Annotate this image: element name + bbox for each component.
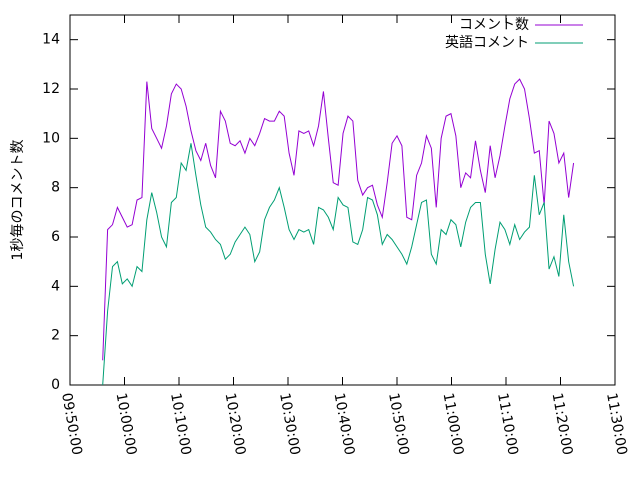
x-tick-label: 11:10:00 [494,392,521,457]
x-tick-label: 10:10:00 [167,392,194,457]
series-line [102,78,575,361]
y-tick-label: 12 [42,81,60,97]
y-tick-label: 14 [42,32,60,48]
y-tick-label: 8 [51,180,60,196]
y-tick-label: 2 [51,328,60,344]
series-line [102,143,575,386]
x-tick-label: 10:30:00 [276,392,303,457]
x-tick-label: 10:40:00 [331,392,358,457]
x-tick-label: 11:30:00 [603,392,630,457]
x-tick-label: 10:20:00 [222,392,249,457]
plot-frame [69,14,616,386]
legend-label: コメント数 [459,17,529,33]
x-tick-label: 11:20:00 [549,392,576,457]
legend-label: 英語コメント [445,34,529,51]
y-tick-label: 6 [51,229,60,245]
y-tick-label: 0 [51,377,60,393]
x-tick-label: 09:50:00 [58,392,85,457]
y-tick-label: 4 [51,278,60,294]
x-tick-label: 10:50:00 [385,392,412,457]
y-axis-label: 1秒毎のコメント数 [10,140,26,261]
x-tick-label: 11:00:00 [440,392,467,457]
x-tick-label: 10:00:00 [113,392,140,457]
y-tick-label: 10 [42,130,60,146]
